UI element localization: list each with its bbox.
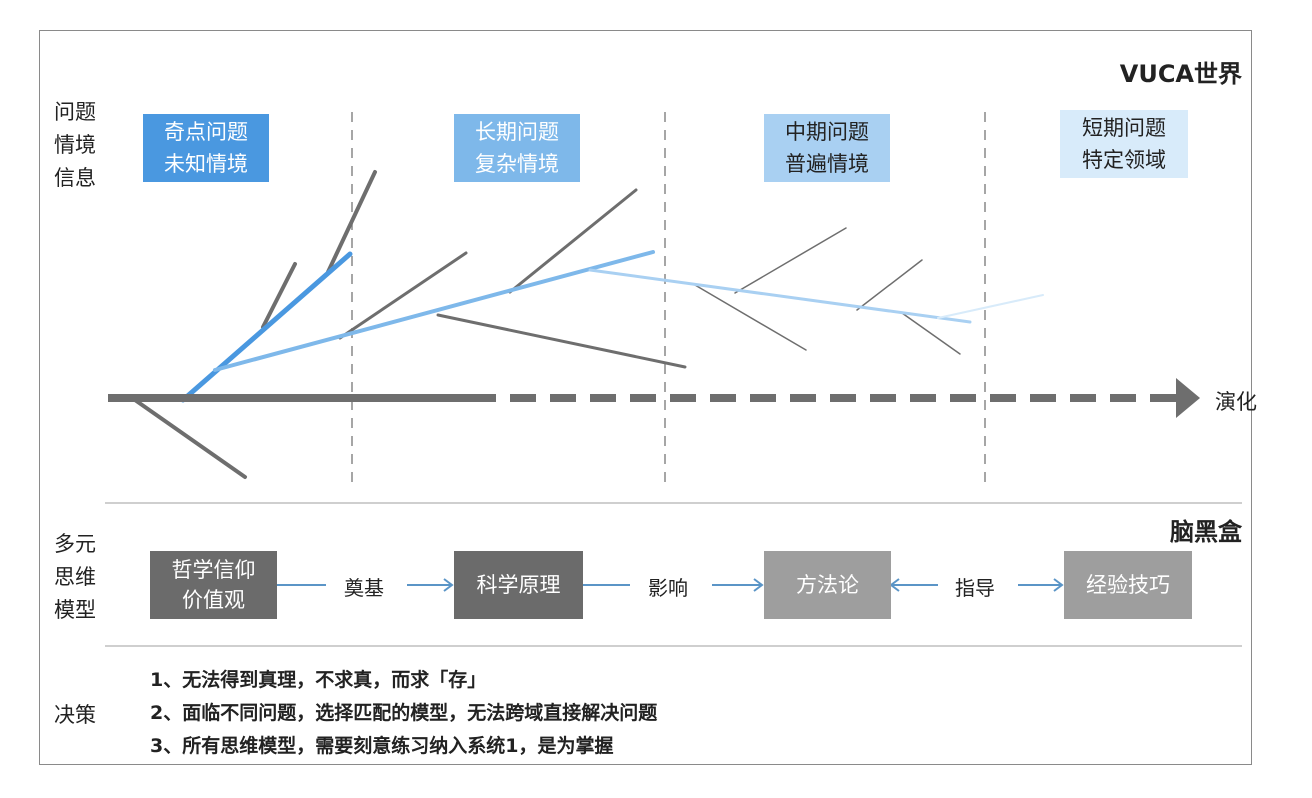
label-problem: 问题 情境 信息 (54, 96, 96, 195)
label-problem-line: 情境 (54, 133, 96, 157)
model-philosophy: 哲学信仰 价值观 (150, 551, 277, 619)
stage-singularity: 奇点问题 未知情境 (143, 114, 269, 182)
stage-long-term: 长期问题 复杂情境 (454, 114, 580, 182)
branch-dark (338, 251, 468, 340)
divider (105, 502, 1242, 504)
connector-arrowhead (1053, 578, 1064, 592)
model-line1: 哲学信仰 (171, 558, 256, 582)
label-model-line: 多元 (54, 532, 96, 556)
branch-blue-short (937, 294, 1044, 319)
branch-thin (901, 312, 961, 355)
branch-blue-main (180, 251, 353, 403)
model-line2: 价值观 (182, 588, 245, 612)
decision-item: 1、无法得到真理，不求真，而求「存」 (150, 669, 487, 691)
connector-arrowhead (753, 578, 764, 592)
stage-line1: 短期问题 (1082, 116, 1166, 140)
label-model-line: 模型 (54, 598, 96, 622)
divider (105, 645, 1242, 647)
stage-line1: 中期问题 (785, 120, 869, 144)
axis-arrowhead (1176, 378, 1200, 418)
label-problem-line: 问题 (54, 100, 96, 124)
diagram-frame (39, 30, 1252, 765)
model-experience: 经验技巧 (1064, 551, 1192, 619)
decision-item: 3、所有思维模型，需要刻意练习纳入系统1，是为掌握 (150, 735, 614, 757)
label-model-line: 思维 (54, 565, 96, 589)
connector-arrowhead (443, 578, 454, 592)
label-decision: 决策 (54, 703, 96, 727)
branch-blue-long (213, 250, 655, 372)
branch-thin (694, 284, 807, 351)
model-line1: 方法论 (796, 573, 859, 597)
connector-label: 奠基 (344, 576, 384, 600)
stage-line2: 特定领域 (1082, 148, 1166, 172)
stage-line2: 普遍情境 (785, 152, 869, 176)
label-problem-line: 信息 (54, 166, 96, 190)
stage-mid-term: 中期问题 普遍情境 (764, 114, 890, 182)
branch-dark (508, 188, 638, 294)
connector-label: 影响 (648, 576, 688, 600)
model-science: 科学原理 (454, 551, 583, 619)
branch-dark (133, 398, 247, 479)
model-methodology: 方法论 (764, 551, 891, 619)
connector-label: 指导 (955, 576, 995, 600)
branch-dark (261, 262, 297, 329)
branch-blue-mid (588, 268, 972, 324)
branch-dark (326, 170, 377, 274)
world-title: VUCA世界 (1119, 60, 1242, 88)
branch-thin (734, 227, 847, 294)
connector-arrowhead (889, 578, 900, 592)
model-line1: 经验技巧 (1086, 573, 1170, 597)
stage-line2: 复杂情境 (475, 152, 559, 176)
model-line1: 科学原理 (476, 573, 561, 597)
label-model: 多元 思维 模型 (54, 528, 96, 627)
branch-dark (436, 313, 687, 369)
stage-short-term: 短期问题 特定领域 (1060, 110, 1188, 178)
stage-line2: 未知情境 (164, 152, 248, 176)
stage-line1: 长期问题 (475, 120, 559, 144)
decision-item: 2、面临不同问题，选择匹配的模型，无法跨域直接解决问题 (150, 702, 658, 724)
brain-title: 脑黑盒 (1170, 518, 1242, 546)
axis-label: 演化 (1215, 390, 1257, 414)
stage-line1: 奇点问题 (164, 120, 248, 144)
branch-thin (856, 259, 923, 311)
